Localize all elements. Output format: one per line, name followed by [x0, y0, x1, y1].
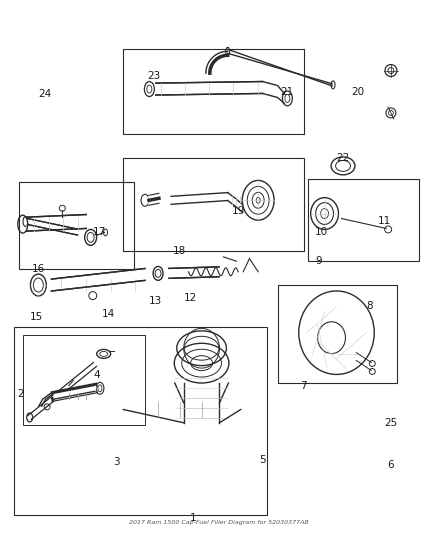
Text: 10: 10	[315, 227, 328, 237]
Text: 3: 3	[113, 457, 120, 467]
Text: 23: 23	[147, 71, 160, 81]
Text: 1: 1	[190, 513, 196, 523]
Bar	[19, 182, 134, 269]
Bar	[23, 335, 145, 425]
Text: 20: 20	[352, 87, 365, 96]
Text: 22: 22	[336, 153, 350, 163]
Text: 16: 16	[32, 264, 45, 274]
Text: 19: 19	[232, 206, 245, 216]
Text: 5: 5	[259, 455, 266, 465]
Bar	[278, 285, 397, 383]
Bar	[308, 179, 419, 261]
Text: 14: 14	[101, 309, 115, 319]
Text: 25: 25	[384, 418, 398, 428]
Text: 12: 12	[184, 293, 198, 303]
Text: 21: 21	[280, 87, 293, 96]
Polygon shape	[149, 193, 159, 205]
Text: 13: 13	[149, 296, 162, 306]
Text: 15: 15	[30, 312, 43, 322]
Text: 24: 24	[38, 90, 52, 99]
Text: 18: 18	[173, 246, 187, 256]
Text: 4: 4	[94, 370, 100, 380]
Text: 11: 11	[378, 216, 391, 227]
Text: 8: 8	[366, 301, 372, 311]
Bar	[123, 158, 304, 251]
Text: 6: 6	[388, 460, 394, 470]
Bar	[123, 50, 304, 134]
Text: 17: 17	[93, 227, 106, 237]
Bar	[14, 327, 267, 515]
Text: 2017 Ram 1500 Cap-Fuel Filler Diagram for 52030377AB: 2017 Ram 1500 Cap-Fuel Filler Diagram fo…	[129, 520, 309, 526]
Text: 7: 7	[300, 381, 307, 391]
Text: 9: 9	[316, 256, 322, 266]
Text: 2: 2	[18, 389, 24, 399]
